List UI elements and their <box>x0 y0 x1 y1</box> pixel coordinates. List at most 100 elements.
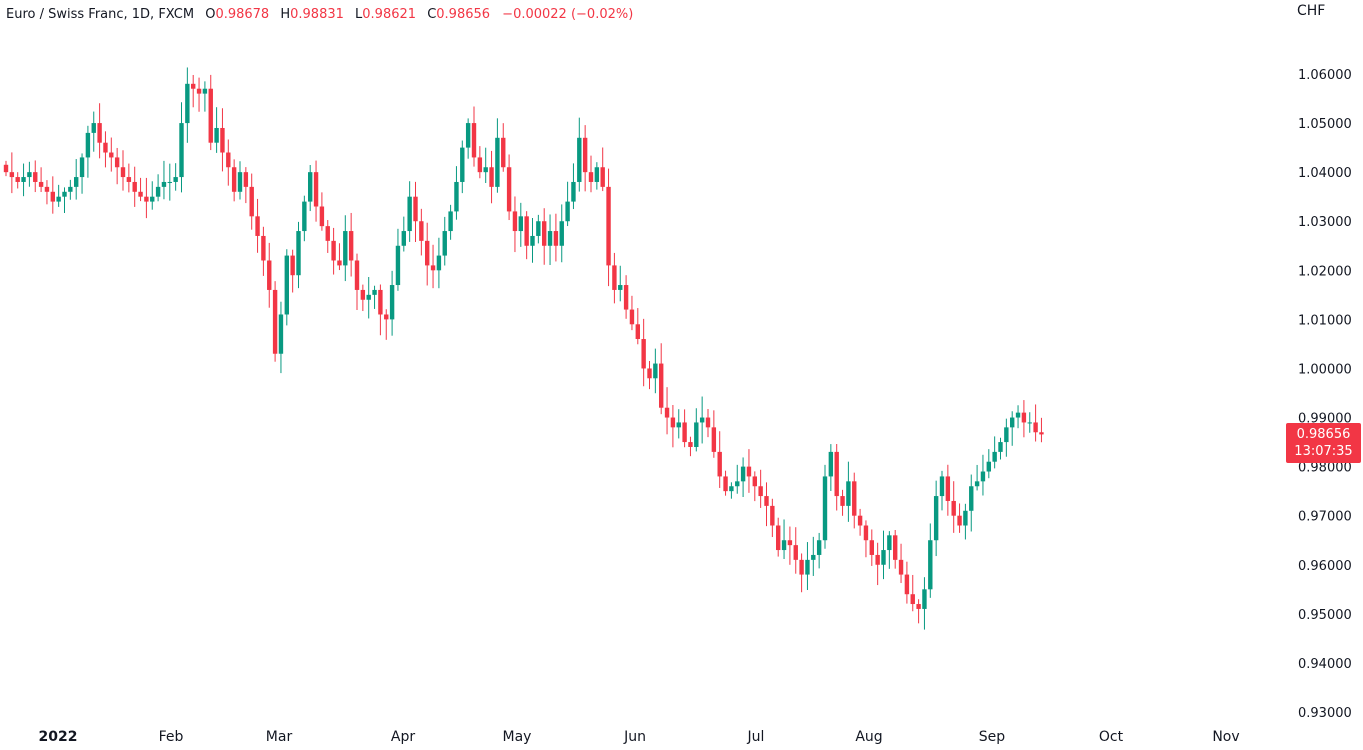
candle-down <box>799 559 804 575</box>
candle-down <box>231 167 237 192</box>
candle-up <box>436 255 442 271</box>
candle-down <box>132 181 137 192</box>
candle-up <box>887 535 892 551</box>
candle-up <box>618 285 623 290</box>
candle-up <box>91 123 96 133</box>
x-tick-label: Jun <box>623 729 646 745</box>
candle-down <box>325 226 330 241</box>
candle-down <box>191 83 196 89</box>
candle-up <box>594 167 600 182</box>
candle-down <box>354 260 360 290</box>
candle-up <box>167 181 172 183</box>
x-tick-label: Mar <box>266 729 293 745</box>
candle-up <box>928 540 933 590</box>
candle-down <box>875 554 880 565</box>
candle-up <box>483 167 488 173</box>
candle-up <box>366 294 371 300</box>
x-tick-label: Oct <box>1099 729 1124 745</box>
candle-up <box>735 481 740 487</box>
candle-up <box>85 132 91 158</box>
candle-down <box>477 157 483 173</box>
x-tick-label: Jul <box>747 729 765 745</box>
last-price: 0.98656 <box>1296 427 1351 442</box>
low-label: L <box>355 7 363 22</box>
candle-down <box>664 407 670 418</box>
candle-down <box>945 476 951 501</box>
y-tick-label: 1.03000 <box>1298 215 1352 230</box>
candle-up <box>56 196 61 202</box>
candle-down <box>138 191 143 197</box>
candle-down <box>670 417 676 428</box>
candle-down <box>378 289 383 315</box>
candle-down <box>635 324 640 340</box>
candle-down <box>272 289 278 354</box>
candle-up <box>676 422 681 428</box>
low-value: 0.98621 <box>362 7 417 22</box>
candle-up <box>395 245 401 286</box>
candle-down <box>705 417 711 428</box>
candle-up <box>1004 427 1009 443</box>
candle-up <box>694 422 699 447</box>
candle-up <box>811 554 816 560</box>
candle-up <box>185 83 190 124</box>
candle-down <box>3 164 9 173</box>
candle-down <box>758 486 763 497</box>
candle-up <box>969 486 974 511</box>
candle-up <box>998 442 1003 452</box>
candle-up <box>846 481 851 506</box>
candle-down <box>752 476 757 487</box>
candle-down <box>384 314 389 320</box>
candle-down <box>723 476 728 492</box>
candle-up <box>202 88 208 94</box>
candle-up <box>62 191 67 197</box>
candle-up <box>68 186 73 192</box>
candle-down <box>852 481 857 516</box>
candle-up <box>729 486 734 492</box>
candle-down <box>834 451 839 497</box>
candle-up <box>822 476 828 541</box>
candle-down <box>501 137 506 168</box>
candle-up <box>495 137 500 187</box>
candle-down <box>33 172 38 182</box>
candle-up <box>454 181 459 212</box>
candle-down <box>261 235 266 261</box>
candle-down <box>489 167 494 187</box>
last-price-tag: 0.98656 13:07:35 <box>1286 423 1361 463</box>
candle-up <box>577 137 582 182</box>
candle-up <box>518 216 523 232</box>
candle-down <box>226 152 231 168</box>
y-tick-label: 1.06000 <box>1298 68 1352 83</box>
candle-down <box>506 167 512 212</box>
currency-label: CHF <box>1297 3 1326 19</box>
candle-down <box>659 363 664 408</box>
y-tick-label: 0.93000 <box>1298 706 1352 721</box>
candle-down <box>419 221 424 241</box>
candle-down <box>910 594 915 605</box>
candle-up <box>284 255 289 315</box>
candle-down <box>331 240 336 261</box>
candle-down <box>126 177 132 182</box>
candle-down <box>717 451 722 477</box>
x-tick-label: May <box>503 729 532 745</box>
y-tick-label: 0.96000 <box>1298 559 1352 574</box>
candle-up <box>992 451 997 462</box>
candle-up <box>179 123 184 178</box>
candle-up <box>389 285 395 320</box>
candle-up <box>571 181 576 202</box>
candle-up <box>1010 417 1015 428</box>
candle-down <box>840 496 845 506</box>
high-value: 0.98831 <box>290 7 344 22</box>
x-tick-label: 2022 <box>39 729 78 745</box>
candle-down <box>15 177 20 182</box>
candle-up <box>986 461 991 472</box>
candle-up <box>173 177 178 182</box>
x-tick-label: Nov <box>1212 729 1239 745</box>
candle-down <box>97 123 102 143</box>
bar-countdown: 13:07:35 <box>1294 444 1353 459</box>
candle-down <box>1021 412 1027 423</box>
candle-up <box>442 231 447 256</box>
time-axis[interactable]: 2022 Feb Mar Apr May Jun Jul Aug Sep Oct Nov <box>39 729 1240 745</box>
candle-up <box>21 177 26 182</box>
price-axis[interactable]: 1.06000 1.05000 1.04000 1.03000 1.02000 1.010… <box>1298 68 1352 721</box>
